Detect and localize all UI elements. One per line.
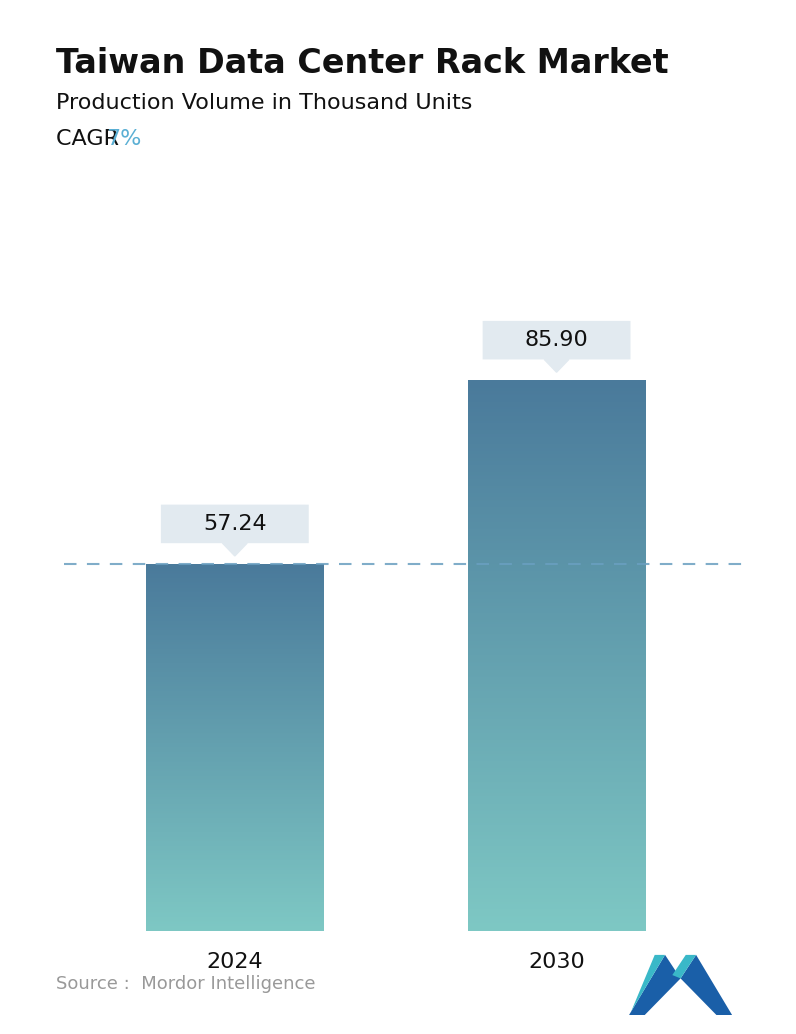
FancyBboxPatch shape [482, 321, 630, 360]
Polygon shape [681, 955, 732, 1015]
Text: Taiwan Data Center Rack Market: Taiwan Data Center Rack Market [56, 47, 669, 80]
FancyBboxPatch shape [161, 505, 309, 543]
Text: Production Volume in Thousand Units: Production Volume in Thousand Units [56, 93, 472, 113]
Text: 57.24: 57.24 [203, 514, 267, 534]
Text: Source :  Mordor Intelligence: Source : Mordor Intelligence [56, 975, 315, 993]
Text: 85.90: 85.90 [525, 330, 588, 351]
Polygon shape [629, 955, 681, 1015]
Text: 7%: 7% [106, 129, 141, 149]
Polygon shape [629, 955, 665, 1015]
Polygon shape [544, 360, 569, 372]
Polygon shape [673, 955, 696, 978]
Polygon shape [223, 543, 247, 556]
Text: CAGR: CAGR [56, 129, 126, 149]
